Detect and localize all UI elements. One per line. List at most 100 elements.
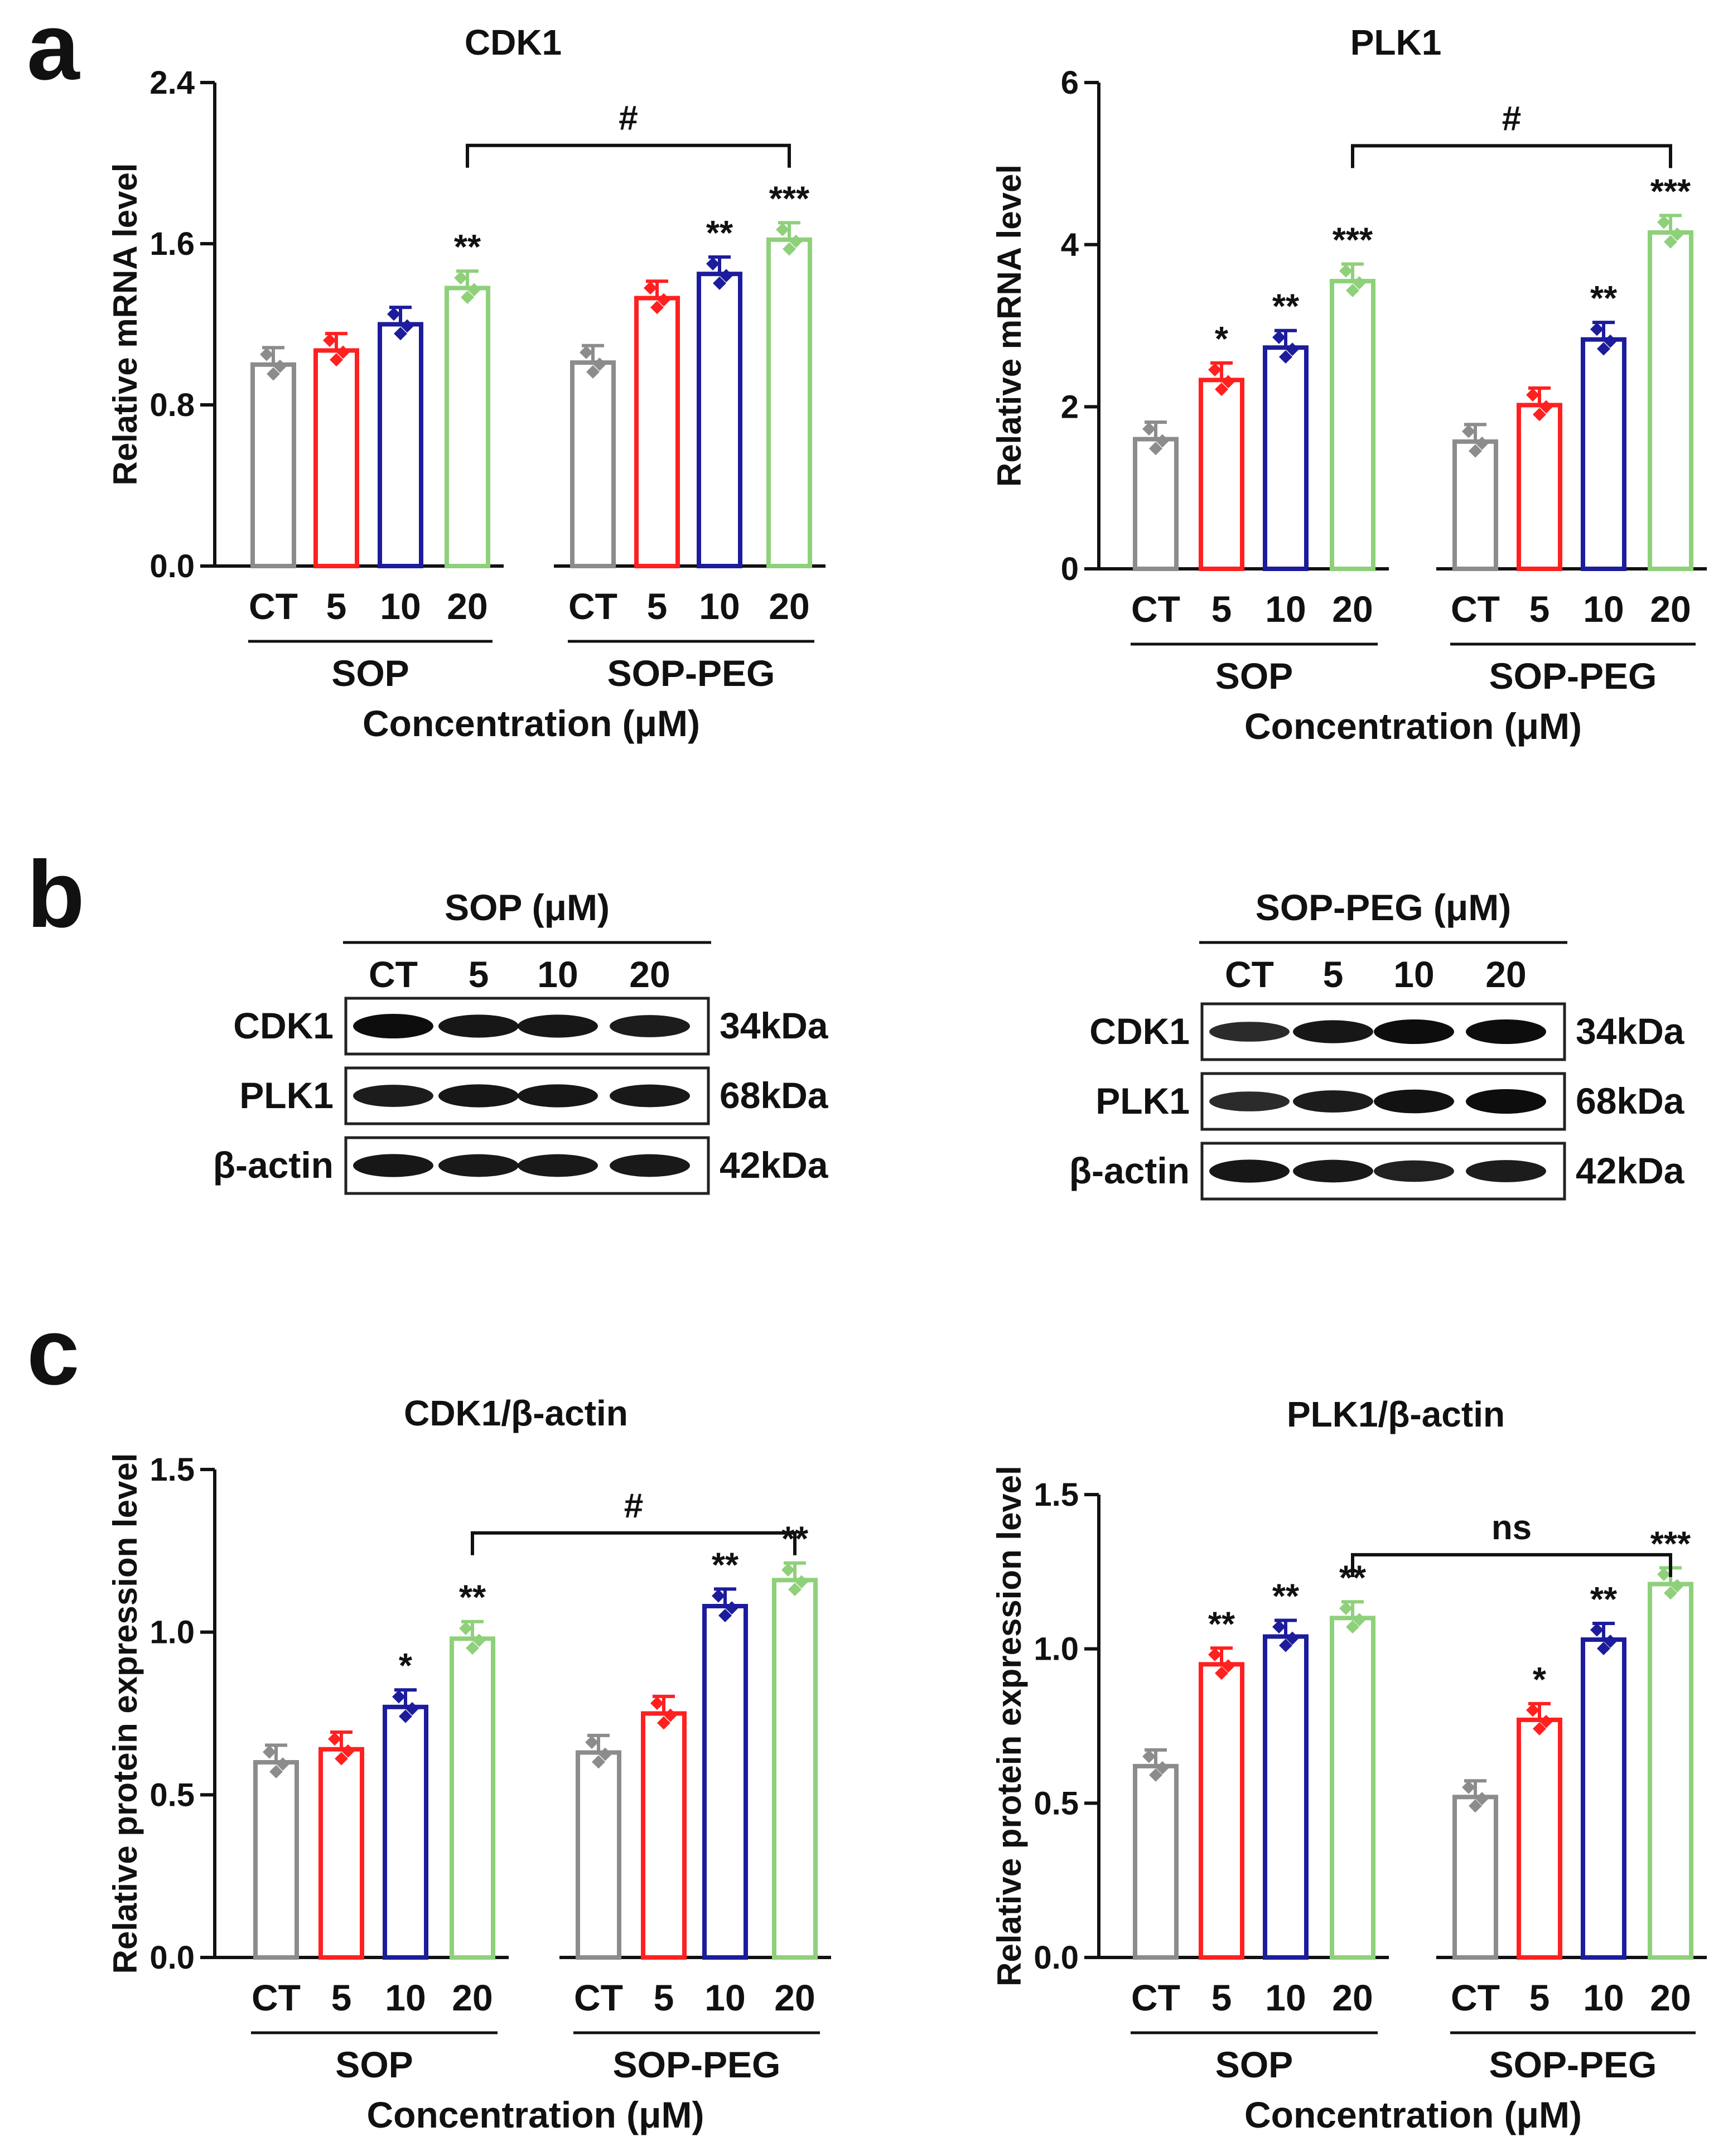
data-point [1604, 1634, 1617, 1648]
significance-label: ** [454, 228, 481, 267]
significance-label: *** [769, 180, 810, 218]
bar [1263, 345, 1309, 571]
data-point [1215, 1666, 1228, 1680]
significance-label: * [1215, 320, 1229, 359]
lane-label: 20 [1485, 954, 1526, 995]
data-point [1286, 342, 1299, 356]
chart-title: CDK1/β-actin [404, 1393, 628, 1433]
protein-band [438, 1084, 519, 1108]
bar [1581, 337, 1626, 571]
bar [250, 362, 296, 568]
bar [450, 1636, 495, 1960]
x-tick-label: 5 [1529, 588, 1550, 630]
blot-sop-peg: SOP-PEG (μM) CT 5 10 20 CDK1 34kDa PLK1 68kDa β-a… [1069, 887, 1685, 1201]
group-label: SOP [1215, 2044, 1293, 2085]
data-point [1664, 1586, 1677, 1600]
significance-label: ** [1590, 1580, 1618, 1619]
blots-layer: SOP (μM) CT 5 10 20 CDK1 34kDa PLK1 68kDa β-actin… [213, 887, 1685, 1201]
data-point [406, 1701, 419, 1715]
bracket-label: # [624, 1487, 643, 1525]
panel-label-a: a [27, 0, 80, 100]
protein-band [610, 1154, 690, 1177]
x-tick-label: CT [252, 1977, 301, 2018]
y-tick-label: 1.5 [1034, 1477, 1079, 1513]
x-tick-label: 10 [380, 586, 421, 627]
data-point [725, 1601, 738, 1615]
data-point [260, 347, 273, 361]
y-axis-label: Relative mRNA level [107, 163, 144, 485]
bar [378, 322, 423, 568]
bracket-label: # [1502, 99, 1521, 138]
data-point [1149, 1768, 1162, 1782]
lane-label: 10 [537, 954, 578, 995]
data-point [1597, 342, 1610, 356]
data-point [263, 1745, 276, 1759]
x-axis-label: Concentration (μM) [1244, 705, 1582, 747]
data-point [1286, 1631, 1299, 1645]
x-tick-label: 10 [704, 1977, 745, 2018]
data-point [1156, 1761, 1169, 1775]
comparison-bracket [471, 1531, 796, 1555]
protein-band [1466, 1160, 1546, 1182]
y-tick-label: 0.0 [149, 1940, 195, 1976]
group-label: SOP [335, 2044, 413, 2085]
bar [1648, 230, 1693, 572]
bar [1133, 437, 1179, 572]
data-point [1462, 424, 1475, 438]
bar [1199, 1662, 1244, 1960]
data-point [1279, 1638, 1292, 1652]
bar [1517, 1717, 1562, 1960]
y-tick-label: 0.0 [149, 548, 195, 584]
bar [1330, 279, 1375, 572]
data-point [1526, 1703, 1539, 1717]
chart-1: CDK1 0.0 0.8 1.6 2.4 Relative mRNA level CT 5 10… [107, 22, 826, 744]
x-tick-label: 5 [647, 586, 668, 627]
group-sop: CT * 5 ** 10 *** 20 SOP [1131, 221, 1378, 697]
data-point [472, 1633, 486, 1647]
data-point [776, 223, 789, 236]
group-label: SOP-PEG [1489, 655, 1657, 697]
significance-label: ** [1272, 1577, 1300, 1616]
data-point [459, 1621, 472, 1635]
x-tick-label: 10 [385, 1977, 426, 2018]
x-tick-label: 20 [1650, 1977, 1691, 2018]
chart-title: PLK1 [1350, 22, 1442, 62]
protein-band [1209, 1159, 1290, 1183]
significance-label: ** [459, 1579, 486, 1617]
data-point [592, 1755, 605, 1769]
data-point [323, 333, 336, 347]
bar [634, 296, 680, 568]
y-tick-label: 4 [1061, 227, 1079, 263]
protein-label: CDK1 [233, 1005, 334, 1046]
y-axis-label: Relative mRNA level [991, 165, 1028, 487]
data-point [580, 345, 593, 359]
significance-label: ** [706, 214, 733, 253]
data-point [650, 1696, 664, 1710]
x-axis-label: Concentration (μM) [1244, 2094, 1582, 2135]
data-point [466, 1641, 479, 1655]
protein-label: CDK1 [1089, 1011, 1190, 1052]
data-point [1539, 400, 1553, 414]
protein-band [1293, 1020, 1373, 1043]
data-point [1339, 264, 1353, 278]
group-label: SOP-PEG [1489, 2044, 1657, 2085]
data-point [1279, 350, 1292, 364]
group-label: SOP [1215, 655, 1293, 697]
data-point [1539, 1714, 1553, 1728]
data-point [598, 1747, 612, 1761]
bar [313, 348, 359, 569]
protein-band [610, 1084, 690, 1108]
significance-label: ** [1272, 288, 1300, 326]
data-point [789, 234, 803, 248]
group-label: SOP-PEG [613, 2044, 781, 2085]
protein-band [1293, 1090, 1373, 1113]
protein-band [353, 1154, 433, 1177]
data-point [1142, 1749, 1156, 1763]
significance-label: ** [1590, 279, 1618, 318]
significance-label: ** [712, 1546, 739, 1584]
data-point [593, 357, 606, 371]
bar [1452, 1795, 1498, 1960]
